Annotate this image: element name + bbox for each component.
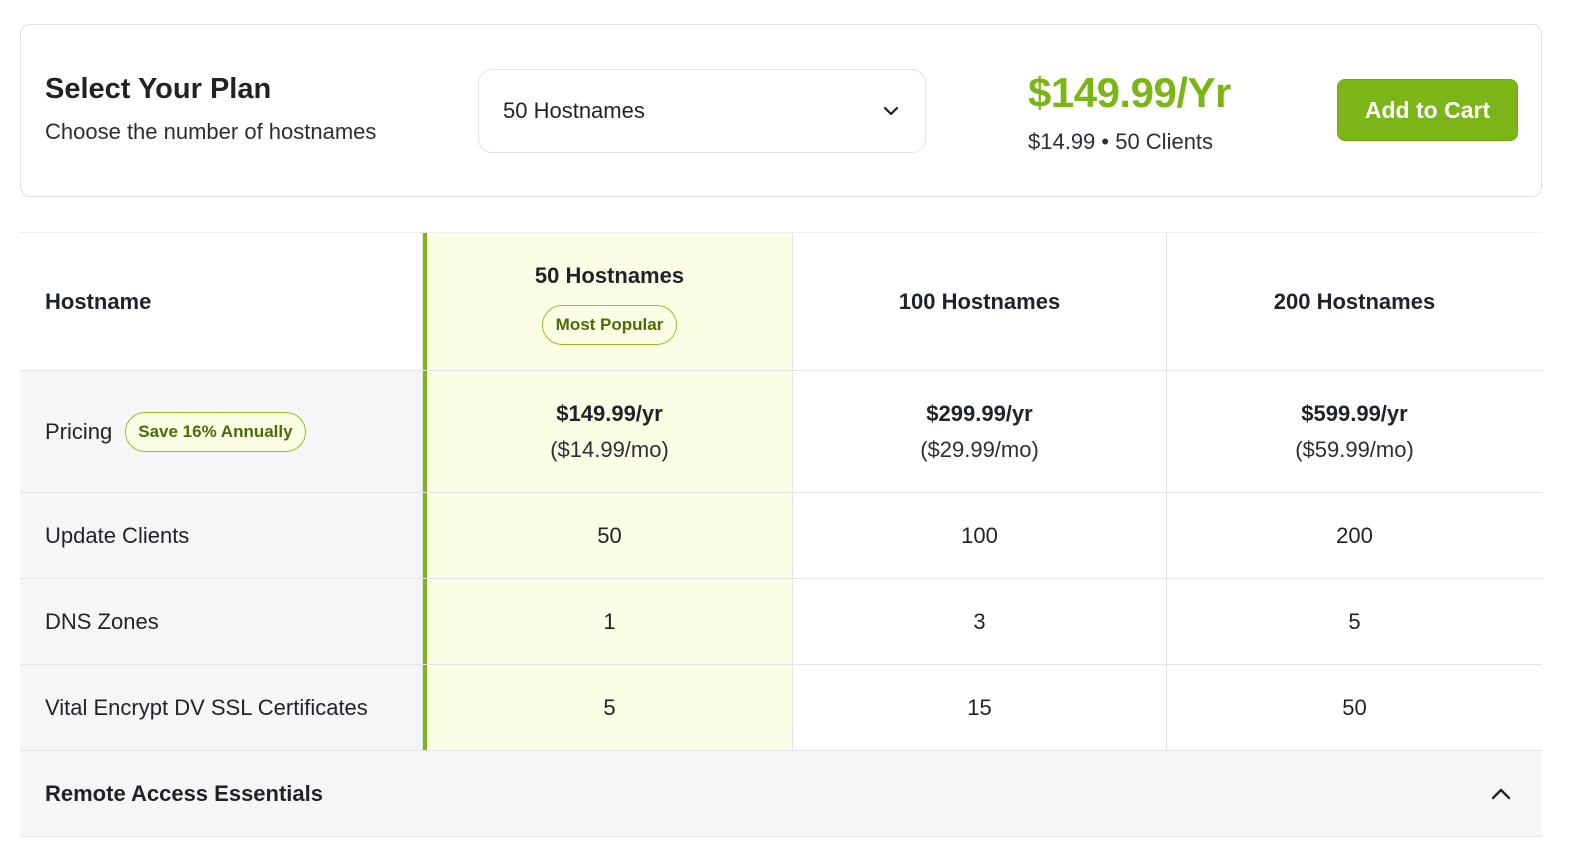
cell-value: 50 — [597, 522, 622, 548]
yearly-price: $599.99/yr — [1301, 400, 1408, 426]
table-cell: 200 — [1167, 493, 1542, 578]
column-title: 50 Hostnames — [534, 262, 685, 288]
column-title: 200 Hostnames — [1273, 288, 1436, 314]
cell-value: 5 — [1348, 608, 1361, 634]
table-cell: 15 — [793, 665, 1167, 750]
yearly-price: $299.99/yr — [926, 400, 1033, 426]
cell-value: 200 — [1336, 522, 1373, 548]
column-header-200: 200 Hostnames — [1167, 233, 1542, 370]
chevron-down-icon — [883, 106, 899, 116]
row-label-cell: DNS Zones — [20, 579, 423, 664]
table-row: Update Clients 50 100 200 — [20, 493, 1542, 579]
header-label-cell: Hostname — [20, 233, 423, 370]
plan-price: $149.99/Yr — [1028, 69, 1231, 116]
table-cell: 5 — [1167, 579, 1542, 664]
row-label: DNS Zones — [45, 608, 159, 634]
table-cell: 50 — [423, 493, 793, 578]
price-cell: $149.99/yr ($14.99/mo) — [423, 371, 793, 492]
row-label: Pricing — [45, 418, 113, 444]
cell-value: 100 — [961, 522, 998, 548]
monthly-price: ($59.99/mo) — [1295, 436, 1414, 462]
table-cell: 1 — [423, 579, 793, 664]
row-label-cell: Pricing Save 16% Annually — [20, 371, 423, 492]
table-row: Vital Encrypt DV SSL Certificates 5 15 5… — [20, 665, 1542, 751]
table-cell: 100 — [793, 493, 1167, 578]
monthly-price: ($14.99/mo) — [550, 436, 669, 462]
cell-value: 15 — [967, 694, 992, 720]
plan-subtitle: Choose the number of hostnames — [45, 119, 377, 144]
add-to-cart-button[interactable]: Add to Cart — [1337, 79, 1518, 141]
row-label: Update Clients — [45, 522, 190, 548]
column-title: 100 Hostnames — [898, 288, 1061, 314]
remote-access-section-toggle[interactable]: Remote Access Essentials — [20, 751, 1542, 837]
monthly-price: ($29.99/mo) — [920, 436, 1039, 462]
selected-plan-value: 50 Hostnames — [503, 98, 645, 123]
comparison-table: Hostname 50 Hostnames Most Popular 100 H… — [20, 232, 1542, 848]
price-cell: $599.99/yr ($59.99/mo) — [1167, 371, 1542, 492]
column-header-100: 100 Hostnames — [793, 233, 1167, 370]
row-label: Vital Encrypt DV SSL Certificates — [45, 694, 368, 720]
row-label-cell: Vital Encrypt DV SSL Certificates — [20, 665, 423, 750]
header-label: Hostname — [45, 288, 152, 314]
cell-value: 50 — [1342, 694, 1367, 720]
price-cell: $299.99/yr ($29.99/mo) — [793, 371, 1167, 492]
cell-value: 5 — [603, 694, 616, 720]
table-cell: 50 — [1167, 665, 1542, 750]
column-header-50: 50 Hostnames Most Popular — [423, 233, 793, 370]
cell-value: 1 — [603, 608, 616, 634]
plan-price-detail: $14.99 • 50 Clients — [1028, 129, 1214, 154]
table-header-row: Hostname 50 Hostnames Most Popular 100 H… — [20, 232, 1542, 371]
cell-value: 3 — [973, 608, 986, 634]
plan-selector-card: Select Your Plan Choose the number of ho… — [20, 24, 1542, 197]
section-title: Remote Access Essentials — [45, 780, 323, 806]
row-label-cell: Update Clients — [20, 493, 423, 578]
hostname-plan-select[interactable]: 50 Hostnames — [478, 69, 926, 153]
table-cell: 3 — [793, 579, 1167, 664]
most-popular-badge: Most Popular — [541, 304, 678, 345]
yearly-price: $149.99/yr — [556, 400, 663, 426]
save-annually-badge: Save 16% Annually — [125, 411, 306, 452]
chevron-up-icon[interactable] — [1489, 782, 1513, 806]
plan-title: Select Your Plan — [45, 73, 272, 105]
table-row: DNS Zones 1 3 5 — [20, 579, 1542, 665]
table-cell: 5 — [423, 665, 793, 750]
table-row: Pricing Save 16% Annually $149.99/yr ($1… — [20, 371, 1542, 493]
